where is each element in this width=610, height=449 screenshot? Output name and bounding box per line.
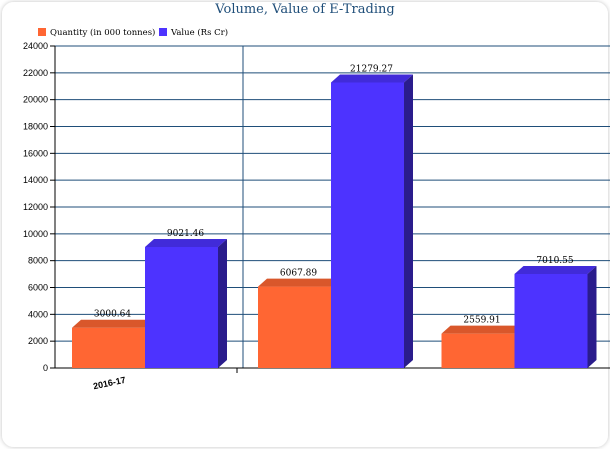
data-labels: 3000.64 9021.46 6067.89 21279.27 2559.91 7010… bbox=[94, 65, 574, 326]
legend: Quantity (in 000 tonnes) Value (Rs Cr) bbox=[38, 27, 228, 38]
bar-quantity bbox=[441, 333, 515, 368]
bar-top-face bbox=[514, 265, 597, 274]
y-tick-label: 10000 bbox=[23, 229, 48, 239]
bars bbox=[72, 74, 597, 369]
legend-swatch-value bbox=[159, 28, 167, 36]
data-label: 2559.91 bbox=[463, 316, 500, 326]
bar-top-face bbox=[258, 278, 340, 287]
legend-label-value: Value (Rs Cr) bbox=[170, 27, 228, 38]
y-tick-label: 20000 bbox=[23, 95, 48, 105]
y-tick-label: 8000 bbox=[28, 256, 48, 266]
bar-value bbox=[145, 246, 218, 368]
y-tick-label: 4000 bbox=[28, 309, 48, 319]
bar-side-face bbox=[404, 74, 413, 369]
bar-quantity bbox=[72, 327, 145, 368]
y-tick-label: 14000 bbox=[23, 175, 48, 185]
y-tick-label: 16000 bbox=[23, 148, 48, 158]
bar-top-face bbox=[331, 74, 413, 83]
y-tick-label: 22000 bbox=[23, 68, 48, 78]
chart-title: Volume, Value of E-Trading bbox=[214, 2, 394, 17]
bar-top-face bbox=[72, 319, 154, 328]
y-tick-label: 18000 bbox=[23, 122, 48, 132]
data-label: 9021.46 bbox=[167, 229, 204, 239]
legend-label-quantity: Quantity (in 000 tonnes) bbox=[50, 27, 155, 38]
bar-top-face bbox=[145, 238, 227, 247]
bar-value bbox=[331, 82, 404, 369]
y-tick-label: 6000 bbox=[28, 283, 48, 293]
legend-swatch-quantity bbox=[38, 28, 46, 36]
y-tick-label: 0 bbox=[43, 363, 48, 373]
y-tick-label: 2000 bbox=[28, 336, 48, 346]
y-tick-label: 12000 bbox=[23, 202, 48, 212]
bar-value bbox=[514, 273, 588, 368]
data-label: 21279.27 bbox=[350, 65, 393, 75]
bar-side-face bbox=[218, 238, 227, 368]
data-label: 3000.64 bbox=[94, 310, 131, 320]
bar-quantity bbox=[258, 286, 331, 368]
bar-top-face bbox=[441, 325, 524, 334]
data-label: 6067.89 bbox=[280, 269, 317, 279]
bar-side-face bbox=[587, 265, 597, 368]
data-label: 7010.55 bbox=[536, 256, 573, 266]
y-tick-label: 24000 bbox=[23, 41, 48, 51]
